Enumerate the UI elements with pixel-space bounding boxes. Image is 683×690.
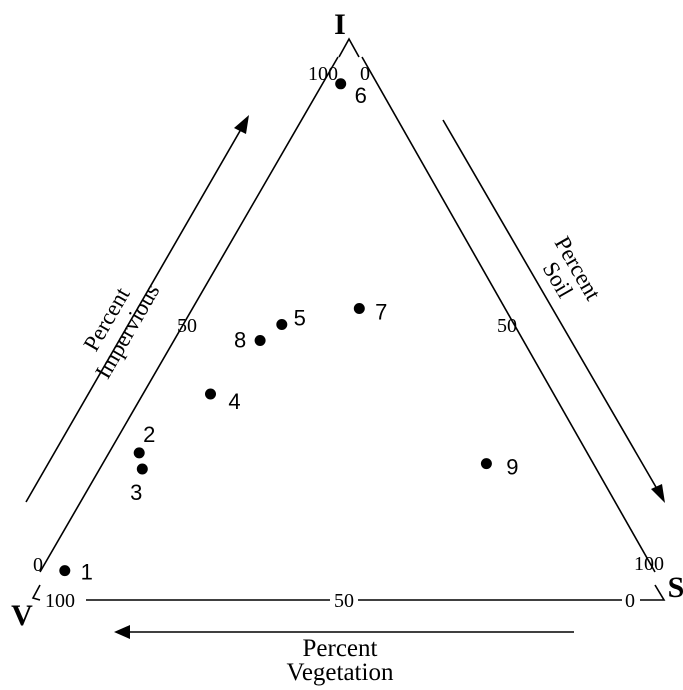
- vertex-label-vegetation: V: [11, 599, 33, 632]
- right-corner-mark: [640, 584, 666, 601]
- vertex-label-soil: S: [668, 571, 683, 604]
- impervious-soil-side: [361, 56, 656, 573]
- data-point-label-1: 1: [81, 560, 93, 585]
- impervious-arrow-head: [234, 115, 249, 134]
- impervious-arrow: [25, 123, 245, 503]
- vegetation-axis-title-line1: Percent: [303, 635, 378, 662]
- data-point-label-4: 4: [228, 389, 240, 414]
- soil-arrow: [442, 119, 661, 495]
- data-point-6: [335, 78, 347, 90]
- tick-label-vegetation-100: 100: [45, 590, 75, 612]
- data-point-label-7: 7: [375, 300, 387, 325]
- left-corner-mark: [31, 584, 41, 601]
- tick-label-impervious-0: 0: [33, 554, 43, 576]
- impervious-vegetation-side: [39, 56, 339, 573]
- tick-label-soil-50: 50: [497, 315, 517, 337]
- vegetation-axis-title-line2: Vegetation: [287, 659, 394, 686]
- tick-label-impervious-100: 100: [308, 63, 338, 85]
- data-points: 1 2 3 4 5 6 7 8 9: [59, 78, 519, 585]
- tick-label-impervious-50: 50: [177, 315, 197, 337]
- data-point-label-6: 6: [355, 83, 367, 108]
- data-point-9: [480, 458, 492, 470]
- data-point-label-5: 5: [294, 306, 306, 331]
- soil-arrow-head: [651, 484, 665, 503]
- tick-label-soil-100: 100: [634, 553, 664, 575]
- data-point-4: [205, 388, 216, 400]
- data-point-5: [276, 319, 288, 330]
- tick-label-vegetation-50: 50: [334, 590, 354, 612]
- data-point-label-2: 2: [143, 422, 155, 447]
- data-point-label-9: 9: [506, 455, 518, 480]
- vegetation-arrow-head: [114, 625, 130, 639]
- data-point-3: [136, 463, 148, 475]
- tick-label-soil-0: 0: [360, 63, 370, 85]
- data-point-2: [133, 447, 145, 459]
- data-point-1: [59, 565, 71, 577]
- data-point-8: [254, 335, 266, 346]
- data-point-label-8: 8: [234, 328, 246, 353]
- data-point-7: [353, 303, 365, 314]
- data-point-label-3: 3: [130, 480, 142, 505]
- tick-label-vegetation-0: 0: [625, 590, 635, 612]
- top-corner-mark: [338, 37, 360, 58]
- vertex-label-impervious: I: [334, 8, 346, 41]
